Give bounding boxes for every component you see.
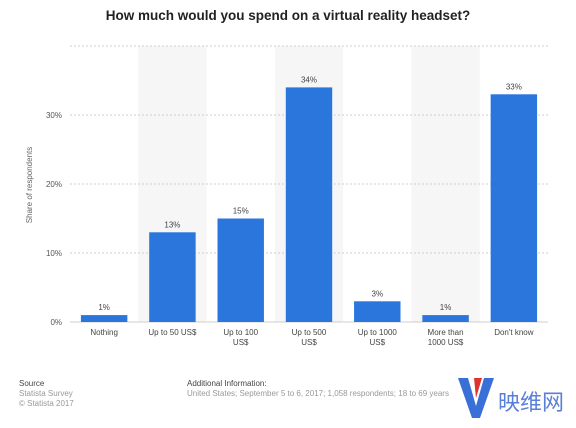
bar-value-label: 13%	[164, 220, 180, 229]
category-band	[411, 46, 480, 322]
y-tick-label: 0%	[50, 318, 62, 327]
bar-value-label: 3%	[372, 289, 384, 298]
bar-value-label: 15%	[233, 207, 249, 216]
y-tick-label: 30%	[46, 111, 62, 120]
watermark-text: 映维网	[498, 391, 564, 416]
y-tick-label: 20%	[46, 180, 62, 189]
chart-title: How much would you spend on a virtual re…	[105, 8, 471, 23]
value-labels: 1% 13% 15% 34% 3% 1% 33%	[98, 75, 522, 312]
bars	[80, 87, 538, 323]
y-axis-label: Share of respondents	[25, 147, 34, 224]
bar	[490, 94, 538, 322]
bar-value-label: 34%	[301, 75, 317, 84]
x-tick-label: More than 1000 US$	[428, 328, 464, 347]
bar	[149, 232, 196, 322]
additional-info-heading: Additional Information:	[187, 379, 267, 388]
additional-info-text: United States; September 5 to 6, 2017; 1…	[187, 389, 449, 398]
source-heading: Source	[19, 379, 45, 388]
bar	[285, 87, 333, 323]
bar-value-label: 1%	[440, 303, 452, 312]
x-tick-label: Up to 1000 US$	[358, 328, 398, 347]
v-logo-icon	[458, 378, 494, 418]
bar	[422, 315, 469, 322]
x-tick-label: Up to 100 US$	[223, 328, 258, 347]
bar	[80, 315, 128, 322]
additional-info-block: Additional Information: United States; S…	[187, 379, 449, 399]
source-line: Statista Survey	[19, 389, 73, 398]
source-line: © Statista 2017	[19, 399, 74, 408]
x-tick-label: Nothing	[90, 328, 118, 337]
source-block: Source Statista Survey © Statista 2017	[19, 379, 74, 409]
x-tick-label: Up to 50 US$	[148, 328, 197, 337]
bar-value-label: 33%	[506, 82, 522, 91]
bar-value-label: 1%	[98, 303, 110, 312]
bar	[354, 301, 401, 322]
x-axis-ticks: Nothing Up to 50 US$ Up to 100 US$ Up to 500…	[90, 328, 533, 347]
y-axis-ticks: 0% 10% 20% 30%	[46, 111, 62, 327]
x-tick-label: Up to 500 US$	[292, 328, 327, 347]
y-tick-label: 10%	[46, 249, 62, 258]
x-tick-label: Don't know	[494, 328, 534, 337]
bar-chart: 1% 13% 15% 34% 3% 1% 33% 0% 10% 20% 30% Nothing Up…	[25, 45, 548, 347]
bar	[217, 218, 264, 322]
watermark-logo: 映维网	[458, 378, 564, 418]
